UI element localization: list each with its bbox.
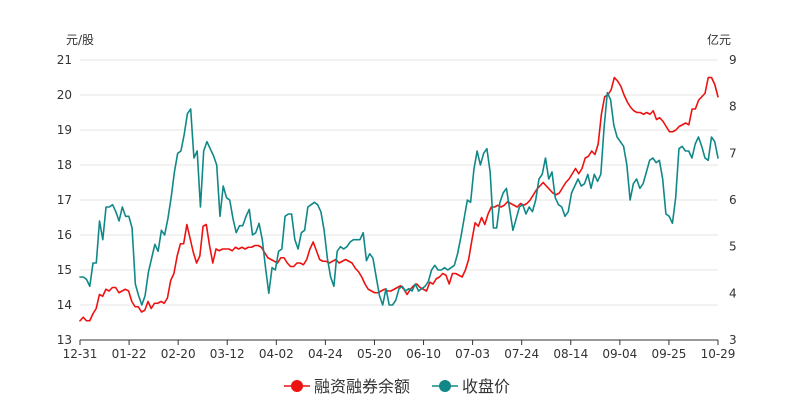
axis-layer: 元/股 亿元 13 14 15 16 17 18 19 20 21 3 4 5 6 7 8 9 12-31 01-… [57, 32, 737, 361]
y-left-tick-label: 13 [57, 333, 72, 347]
y-right-tick-label: 7 [729, 146, 737, 160]
x-tick-label: 07-03 [455, 347, 490, 361]
y-left-tick-label: 20 [57, 88, 72, 102]
series-line-margin-balance [79, 76, 719, 322]
y-left-tick-label: 17 [57, 193, 72, 207]
x-tick-label: 12-31 [63, 347, 98, 361]
y-right-tick-label: 6 [729, 193, 737, 207]
y-left-tick-label: 19 [57, 123, 72, 137]
x-tick-label: 04-02 [259, 347, 294, 361]
y-left-tick-label: 18 [57, 158, 72, 172]
grid-layer [80, 59, 718, 306]
y-right-tick-label: 8 [729, 100, 737, 114]
x-tick-label: 04-24 [308, 347, 343, 361]
y-right-tick-label: 4 [729, 286, 737, 300]
x-tick-label: 02-20 [161, 347, 196, 361]
x-tick-label: 09-25 [651, 347, 686, 361]
y-left-tick-label: 14 [57, 298, 72, 312]
series-layer [79, 76, 719, 322]
x-tick-label: 08-14 [553, 347, 588, 361]
legend-item-close[interactable]: 收盘价 [432, 377, 510, 396]
right-axis-unit: 亿元 [707, 32, 731, 47]
x-tick-label: 10-29 [701, 347, 736, 361]
x-tick-label: 09-04 [602, 347, 637, 361]
legend: 融资融券余额 收盘价 [284, 377, 510, 396]
series-line-close-price [79, 91, 719, 306]
legend-label-close: 收盘价 [462, 377, 510, 396]
x-tick-label: 05-20 [357, 347, 392, 361]
y-right-tick-label: 9 [729, 53, 737, 67]
x-tick-label: 03-12 [210, 347, 245, 361]
x-tick-label: 06-10 [406, 347, 441, 361]
y-right-tick-label: 5 [729, 240, 737, 254]
legend-marker-close [439, 380, 451, 392]
x-tick-label: 01-22 [112, 347, 147, 361]
y-right-tick-label: 3 [729, 333, 737, 347]
y-left-tick-label: 15 [57, 263, 72, 277]
legend-marker-margin [291, 380, 303, 392]
y-left-tick-label: 16 [57, 228, 72, 242]
legend-item-margin[interactable]: 融资融券余额 [284, 377, 410, 396]
left-axis-unit: 元/股 [66, 33, 94, 47]
legend-label-margin: 融资融券余额 [314, 377, 410, 396]
x-tick-label: 07-24 [504, 347, 539, 361]
y-left-tick-label: 21 [57, 53, 72, 67]
